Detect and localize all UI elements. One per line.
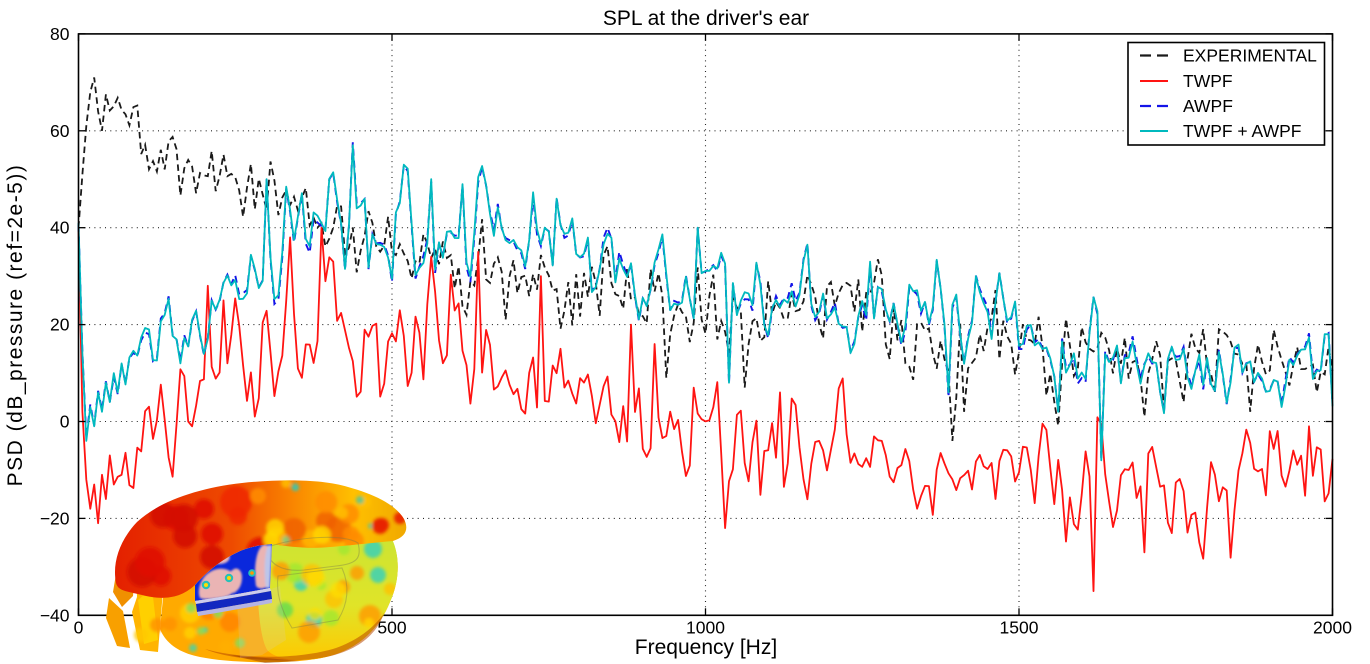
svg-text:20: 20 bbox=[50, 315, 70, 335]
svg-text:EXPERIMENTAL: EXPERIMENTAL bbox=[1183, 46, 1317, 66]
svg-text:TWPF + AWPF: TWPF + AWPF bbox=[1183, 121, 1301, 141]
svg-text:500: 500 bbox=[377, 617, 406, 637]
svg-text:2000: 2000 bbox=[1313, 617, 1352, 637]
svg-text:−20: −20 bbox=[40, 508, 70, 528]
svg-text:60: 60 bbox=[50, 121, 70, 141]
svg-text:40: 40 bbox=[50, 218, 70, 238]
svg-text:TWPF: TWPF bbox=[1183, 71, 1233, 91]
svg-text:0: 0 bbox=[60, 412, 70, 432]
svg-text:0: 0 bbox=[74, 617, 84, 637]
svg-text:PSD (dB_pressure (ref=2e-5)): PSD (dB_pressure (ref=2e-5)) bbox=[4, 164, 27, 487]
svg-text:1000: 1000 bbox=[686, 617, 725, 637]
svg-text:−40: −40 bbox=[40, 605, 70, 625]
svg-text:AWPF: AWPF bbox=[1183, 96, 1233, 116]
svg-text:SPL at the driver's ear: SPL at the driver's ear bbox=[603, 7, 809, 30]
svg-text:Frequency [Hz]: Frequency [Hz] bbox=[635, 636, 777, 659]
svg-text:1500: 1500 bbox=[1000, 617, 1039, 637]
svg-text:80: 80 bbox=[50, 24, 70, 44]
